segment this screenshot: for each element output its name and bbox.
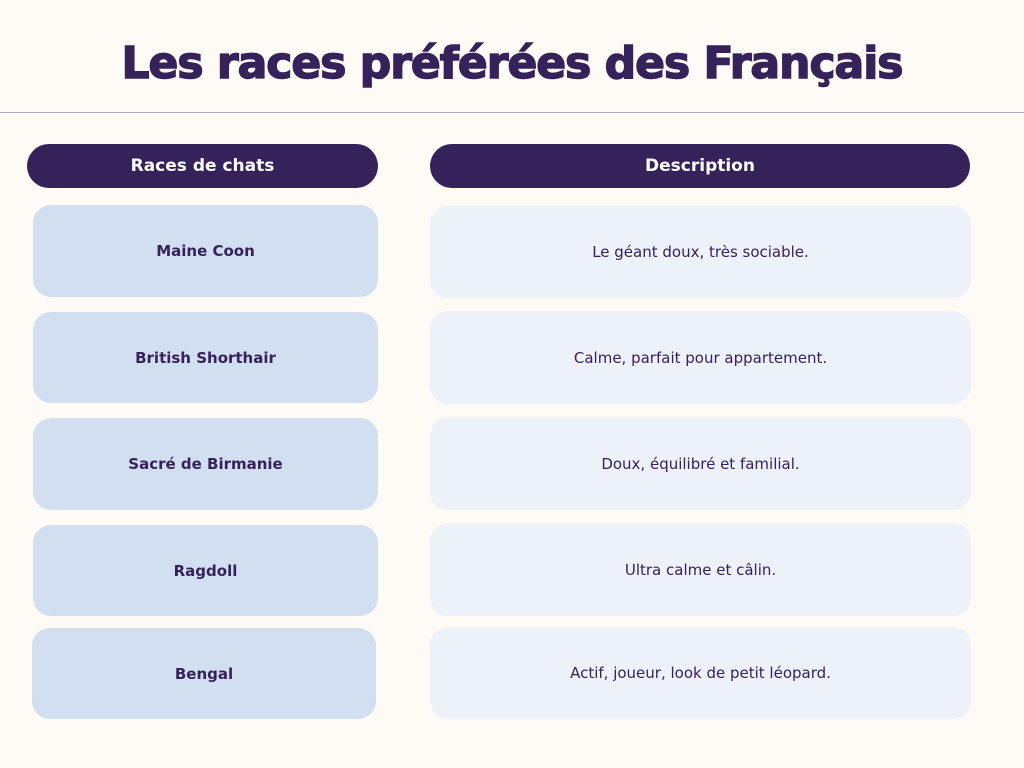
breed-cell: Bengal	[32, 628, 376, 719]
breed-cell: Maine Coon	[33, 205, 378, 297]
description-cell: Actif, joueur, look de petit léopard.	[430, 627, 971, 719]
breed-cell: Ragdoll	[33, 525, 378, 616]
description-cell: Le géant doux, très sociable.	[430, 206, 971, 298]
page-title: Les races préférées des Français	[121, 37, 904, 90]
breed-cell: British Shorthair	[33, 312, 378, 403]
header-breeds: Races de chats	[27, 144, 378, 188]
description-cell: Doux, équilibré et familial.	[430, 417, 971, 510]
breed-cell: Sacré de Birmanie	[33, 418, 378, 510]
description-cell: Ultra calme et câlin.	[430, 523, 971, 616]
header-description: Description	[430, 144, 970, 188]
divider	[0, 112, 1024, 113]
description-cell: Calme, parfait pour appartement.	[430, 311, 971, 404]
